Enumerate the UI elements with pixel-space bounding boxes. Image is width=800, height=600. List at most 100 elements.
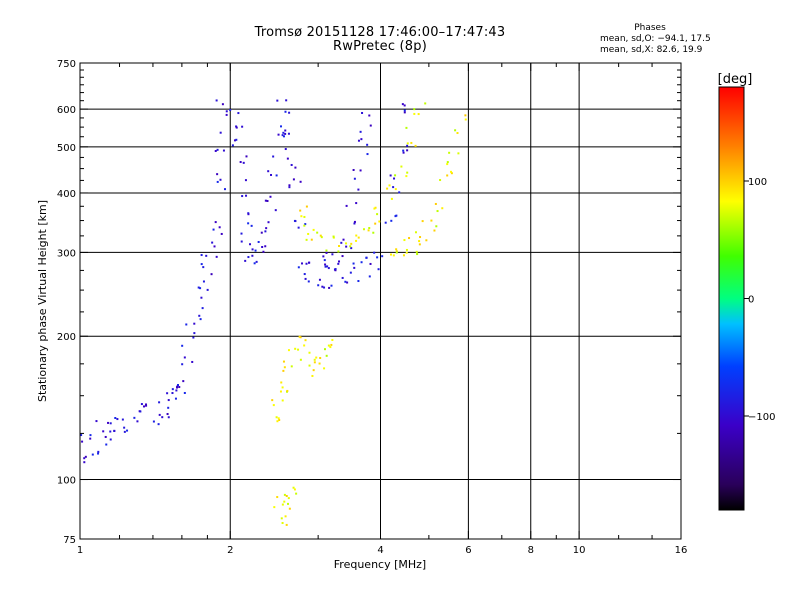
data-point — [390, 197, 393, 200]
data-point — [285, 99, 288, 102]
data-point — [402, 254, 405, 257]
data-point — [139, 410, 142, 413]
data-point — [174, 397, 177, 400]
data-point — [303, 224, 306, 227]
data-point — [183, 391, 186, 394]
data-point — [350, 247, 353, 250]
data-point — [405, 251, 408, 254]
grid-lines — [80, 63, 681, 539]
colorbar-ticks: 100 0 −100 — [744, 177, 775, 423]
data-point — [305, 262, 308, 265]
data-point — [221, 103, 224, 106]
data-point — [267, 221, 270, 224]
data-point — [181, 363, 184, 366]
data-point — [328, 286, 331, 289]
data-point — [317, 284, 320, 287]
data-point — [166, 413, 169, 416]
data-point — [199, 318, 202, 321]
data-point — [264, 230, 267, 233]
data-point — [284, 132, 287, 135]
data-point — [81, 440, 84, 443]
data-point — [325, 249, 328, 252]
data-point — [367, 229, 370, 232]
data-point — [264, 245, 267, 248]
data-point — [199, 287, 202, 290]
data-point — [405, 126, 408, 129]
data-point — [145, 404, 148, 407]
data-point — [287, 497, 290, 500]
data-point — [109, 422, 112, 425]
data-point — [303, 273, 306, 276]
data-point — [305, 205, 308, 208]
data-point — [352, 262, 355, 265]
data-point — [275, 174, 278, 177]
data-point — [198, 314, 201, 317]
data-point — [298, 335, 301, 338]
data-point — [439, 179, 442, 182]
data-point — [251, 254, 254, 257]
data-point — [425, 239, 428, 242]
data-point — [158, 413, 161, 416]
data-point — [410, 141, 413, 144]
data-point — [167, 399, 170, 402]
x-tick-label: 4 — [377, 545, 383, 556]
data-point — [307, 280, 310, 283]
data-point — [301, 262, 304, 265]
data-point — [270, 173, 273, 176]
data-point — [352, 168, 355, 171]
data-point — [400, 165, 403, 168]
data-point — [389, 253, 392, 256]
data-point — [185, 323, 188, 326]
data-point — [253, 262, 256, 265]
data-point — [361, 111, 364, 114]
data-point — [337, 250, 340, 253]
data-point — [288, 507, 291, 510]
legend-head: Phases — [634, 23, 666, 33]
data-point — [368, 227, 371, 230]
data-point — [233, 139, 236, 142]
data-point — [175, 389, 178, 392]
data-point — [355, 202, 358, 205]
data-point — [282, 131, 285, 134]
data-point — [223, 188, 226, 191]
data-point — [405, 248, 408, 251]
data-point — [293, 488, 296, 491]
data-point — [152, 420, 155, 423]
data-point — [413, 112, 416, 115]
chart-title: Tromsø 20151128 17:46:00–17:47:43 — [254, 25, 506, 40]
data-point — [450, 170, 453, 173]
y-tick-label: 500 — [57, 143, 76, 154]
data-point — [342, 238, 345, 241]
data-point — [359, 130, 362, 133]
data-point — [265, 227, 268, 230]
data-point — [216, 180, 219, 183]
data-point — [200, 254, 203, 257]
data-point — [304, 339, 307, 342]
data-point — [450, 172, 453, 175]
data-point — [355, 234, 358, 237]
data-point — [281, 503, 284, 506]
data-point — [365, 256, 368, 259]
data-point — [373, 251, 376, 254]
colorbar-tick-label: 0 — [748, 295, 754, 306]
data-point — [392, 254, 395, 257]
data-point — [294, 347, 297, 350]
x-axis-label: Frequency [MHz] — [334, 558, 426, 571]
data-point — [167, 416, 170, 419]
data-point — [308, 351, 311, 354]
data-point — [430, 219, 433, 222]
data-point — [247, 213, 250, 216]
data-point — [214, 221, 217, 224]
data-point — [374, 222, 377, 225]
data-point — [281, 386, 284, 389]
data-point — [401, 103, 404, 106]
data-point — [357, 139, 360, 142]
data-point — [334, 269, 337, 272]
data-point — [353, 266, 356, 269]
data-point — [327, 344, 330, 347]
x-tick-label: 6 — [465, 545, 471, 556]
data-point — [457, 152, 460, 155]
data-point — [326, 265, 329, 268]
data-point — [353, 177, 356, 180]
data-point — [269, 195, 272, 198]
